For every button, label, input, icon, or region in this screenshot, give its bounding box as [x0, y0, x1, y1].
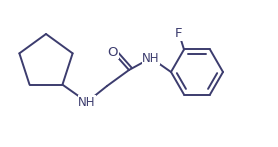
- Text: NH: NH: [78, 96, 96, 108]
- Text: F: F: [175, 27, 183, 40]
- Text: O: O: [108, 46, 118, 59]
- Text: NH: NH: [142, 51, 160, 65]
